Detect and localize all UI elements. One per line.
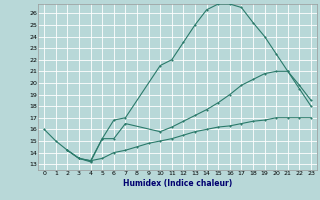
X-axis label: Humidex (Indice chaleur): Humidex (Indice chaleur) bbox=[123, 179, 232, 188]
